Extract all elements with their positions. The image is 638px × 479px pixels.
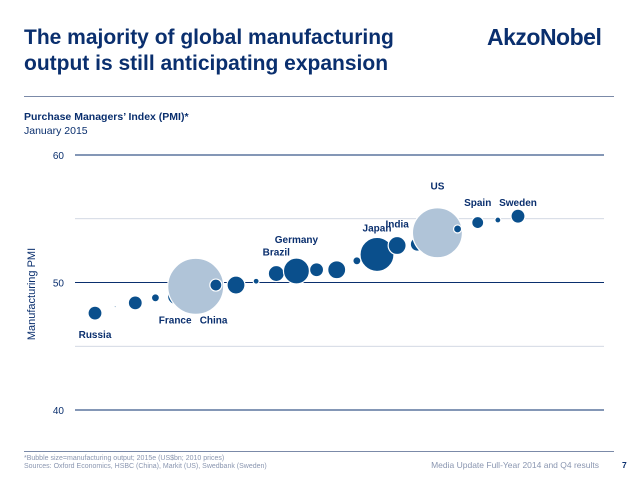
bubble-labels: Russia France China Brazil Germany JapanIndia… bbox=[79, 181, 537, 341]
bubble-8 bbox=[252, 277, 260, 285]
chart-subtitle: January 2015 bbox=[24, 125, 88, 137]
y-tick-label-40: 40 bbox=[53, 406, 65, 417]
akzonobel-logo: AkzoNobel bbox=[487, 24, 602, 50]
bubble-label-france: France bbox=[159, 315, 192, 326]
sources: Sources: Oxford Economics, HSBC (China),… bbox=[24, 463, 267, 470]
bubble-label-japan: Japan bbox=[363, 224, 392, 235]
slide-title: The majority of global manufacturing out… bbox=[24, 26, 394, 75]
bubble-6 bbox=[209, 278, 223, 292]
bubble-sweden bbox=[510, 208, 526, 224]
bubble-label-russia: Russia bbox=[79, 330, 112, 341]
bubble-label-brazil: Brazil bbox=[263, 248, 290, 259]
bubble-3 bbox=[150, 293, 161, 303]
bubble-13 bbox=[352, 256, 362, 266]
bubble-spain bbox=[471, 215, 485, 230]
bubble-label-us: US bbox=[430, 181, 444, 192]
chart-title: Purchase Managers’ Index (PMI)* bbox=[24, 111, 189, 123]
pmi-bubble-chart: 40 50 60 Russia France China Brazil Germany Jap… bbox=[53, 151, 604, 417]
footer-caption: Media Update Full-Year 2014 and Q4 resul… bbox=[431, 460, 599, 470]
bubble-20 bbox=[494, 216, 502, 224]
bubble-us bbox=[411, 207, 464, 259]
bubble-18 bbox=[452, 224, 463, 234]
bubble-india bbox=[387, 235, 407, 256]
page-number: 7 bbox=[622, 460, 627, 470]
footer-divider bbox=[24, 451, 614, 452]
bubble-label-china: China bbox=[200, 315, 228, 326]
y-axis-label: Manufacturing PMI bbox=[26, 247, 38, 341]
bubble-label-germany: Germany bbox=[275, 235, 319, 246]
bubble-brazil bbox=[267, 264, 285, 283]
bubbles bbox=[87, 207, 526, 321]
bubble-label-spain: Spain bbox=[464, 198, 491, 209]
bubble-china bbox=[167, 257, 225, 315]
gridlines: 40 50 60 bbox=[53, 151, 604, 417]
bubble-label-india: India bbox=[385, 220, 409, 231]
header-divider bbox=[24, 96, 614, 97]
footnote: *Bubble size=manufacturing output; 2015e… bbox=[24, 455, 225, 462]
bubble-11 bbox=[308, 262, 325, 278]
y-tick-label-60: 60 bbox=[53, 151, 65, 162]
bubble-germany bbox=[282, 257, 311, 285]
bubble-2 bbox=[127, 295, 143, 311]
bubble-1 bbox=[113, 305, 117, 309]
bubble-12 bbox=[327, 260, 347, 280]
y-tick-label-50: 50 bbox=[53, 279, 65, 290]
bubble-label-sweden: Sweden bbox=[499, 198, 537, 209]
bubble-7 bbox=[226, 275, 246, 295]
bubble-russia bbox=[87, 305, 103, 321]
